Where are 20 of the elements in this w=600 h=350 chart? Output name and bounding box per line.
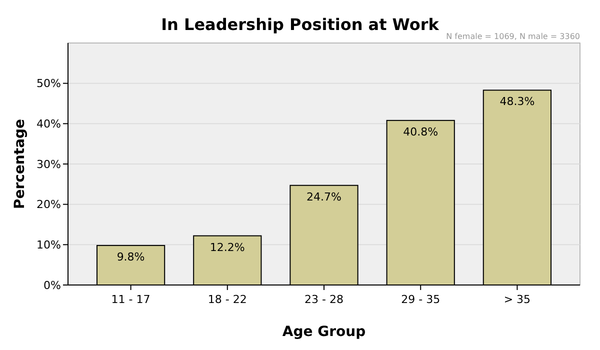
chart-title: In Leadership Position at Work [161, 15, 440, 34]
y-tick-label: 30% [36, 158, 61, 171]
y-tick-label: 10% [36, 238, 61, 252]
x-tick-label: 29 - 35 [401, 293, 440, 306]
y-axis-title: Percentage [12, 118, 28, 210]
x-tick-label: 18 - 22 [208, 293, 247, 306]
data-label: 24.7% [306, 190, 342, 204]
text: N female = 1069, N male = 3360 [446, 32, 580, 41]
data-label: 12.2% [210, 240, 245, 254]
x-tick-label: 23 - 28 [304, 293, 344, 306]
data-label: 48.3% [500, 95, 535, 108]
y-tick-label: 40% [36, 118, 61, 131]
y-tick-label: 20% [36, 198, 61, 212]
data-label: 9.8% [116, 250, 145, 264]
x-axis-title: Age Group [282, 324, 366, 340]
x-tick-label: 11 - 17 [111, 293, 150, 306]
y-tick-label: 0% [44, 278, 61, 292]
data-label: 40.8% [403, 125, 438, 138]
y-tick-label: 50% [36, 77, 61, 90]
x-tick-label: > 35 [504, 293, 531, 306]
